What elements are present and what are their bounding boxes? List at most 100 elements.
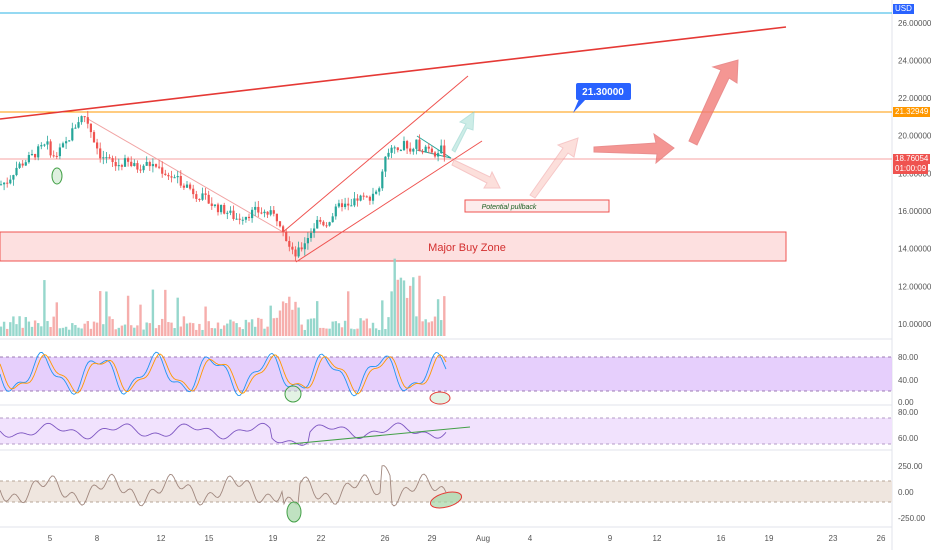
candle-body [291,246,294,250]
highlight-circle-price[interactable] [51,167,63,185]
candle-body [254,206,257,210]
volume-bar [130,325,133,336]
volume-bar [384,329,387,336]
channel-upper[interactable] [282,75,469,233]
candle-body [161,167,164,174]
candle-body [306,238,309,244]
volume-bar [303,329,306,336]
price-tick: 14.00000 [898,245,932,254]
candle-body [96,142,99,149]
highlight-circle-cci-2[interactable] [429,489,464,511]
candle-body [297,247,300,257]
resistance-price-label: 21.32949 [893,107,931,117]
candle-body [207,194,210,204]
candle-body [18,163,21,168]
volume-bar [120,325,124,336]
volume-bar [300,324,303,336]
volume-bar [83,323,86,336]
volume-bar [24,317,27,336]
volume-bar [254,326,257,336]
time-tick: 19 [269,534,278,543]
candle-body [30,154,34,156]
symbol-badge[interactable]: USD [893,4,914,14]
highlight-circle-stoch-2[interactable] [429,391,451,405]
volume-bar [154,328,158,336]
volume-bar [133,327,136,336]
volume-bar [350,328,353,336]
volume-bar [37,323,40,336]
volume-bar [167,322,170,336]
volume-bar [108,316,111,336]
candle-body [313,228,316,233]
triangle-pattern[interactable] [416,135,452,159]
volume-bar [412,277,415,336]
volume-bar [126,295,130,336]
candle-body [378,188,381,192]
panel-separators [0,0,893,550]
candle-body [198,198,201,200]
volume-bar [402,280,406,336]
pullback-box[interactable] [464,199,610,213]
time-tick: 9 [608,534,613,543]
volume-bar [176,297,179,336]
buy-zone-box[interactable] [0,231,787,262]
time-tick: 23 [829,534,838,543]
volume-bar [210,327,213,336]
candle-body [433,152,437,157]
volume-bar [102,324,105,336]
candle-body [133,163,136,167]
volume-bar [440,320,443,336]
time-tick: 8 [95,534,100,543]
candle-body [384,156,387,172]
upper-trendline[interactable] [0,26,787,120]
candle-body [27,155,30,163]
highlight-circle-stoch-1[interactable] [284,385,302,403]
candle-body [402,141,406,151]
rsi-band [0,418,892,444]
candle-body [170,176,173,178]
price-tick: 20.00000 [898,132,932,141]
rsi-trendline[interactable] [289,426,471,445]
candle-body [114,162,117,167]
channel-lower[interactable] [295,140,483,263]
rsi-tick-60: 60.00 [898,434,919,443]
candle-body [192,188,195,195]
volume-bar [18,316,21,336]
cci-tick-0: 0.00 [898,488,914,497]
price-callout[interactable]: 21.30000 [573,83,631,113]
descending-line[interactable] [87,118,284,233]
candle-body [328,222,331,226]
volume-bar [139,304,142,336]
candle-body [285,232,288,242]
candle-body [43,144,46,146]
candle-body [399,150,402,152]
volume-bar [164,289,167,336]
volume-bar [201,329,204,336]
candle-body [148,161,151,167]
time-axis: 5 8 12 15 19 22 26 29 Aug 4 9 12 16 19 23 26 [48,534,886,543]
candle-body [6,182,9,184]
candle-body [437,153,440,157]
candle-body [396,147,399,151]
callout-label: 21.30000 [582,87,624,98]
projection-arrows[interactable] [451,110,579,199]
candle-body [381,171,384,189]
volume-bar [340,327,344,336]
volume-bar [21,327,24,336]
volume-bar [95,322,99,336]
volume-bar [309,318,313,336]
volume-bar [58,328,62,336]
price-tick: 12.00000 [898,282,932,291]
volume-bar [15,324,18,336]
volume-bar [405,297,409,336]
volume-bar [418,275,421,336]
volume-bar [362,320,365,336]
volume-bar [99,291,102,336]
arrow-up-pullback [529,137,579,199]
candle-body [99,148,102,159]
volume-bar [89,328,93,336]
target-arrows[interactable] [593,59,739,165]
candle-body [300,247,303,250]
highlight-circle-cci-1[interactable] [286,501,302,523]
